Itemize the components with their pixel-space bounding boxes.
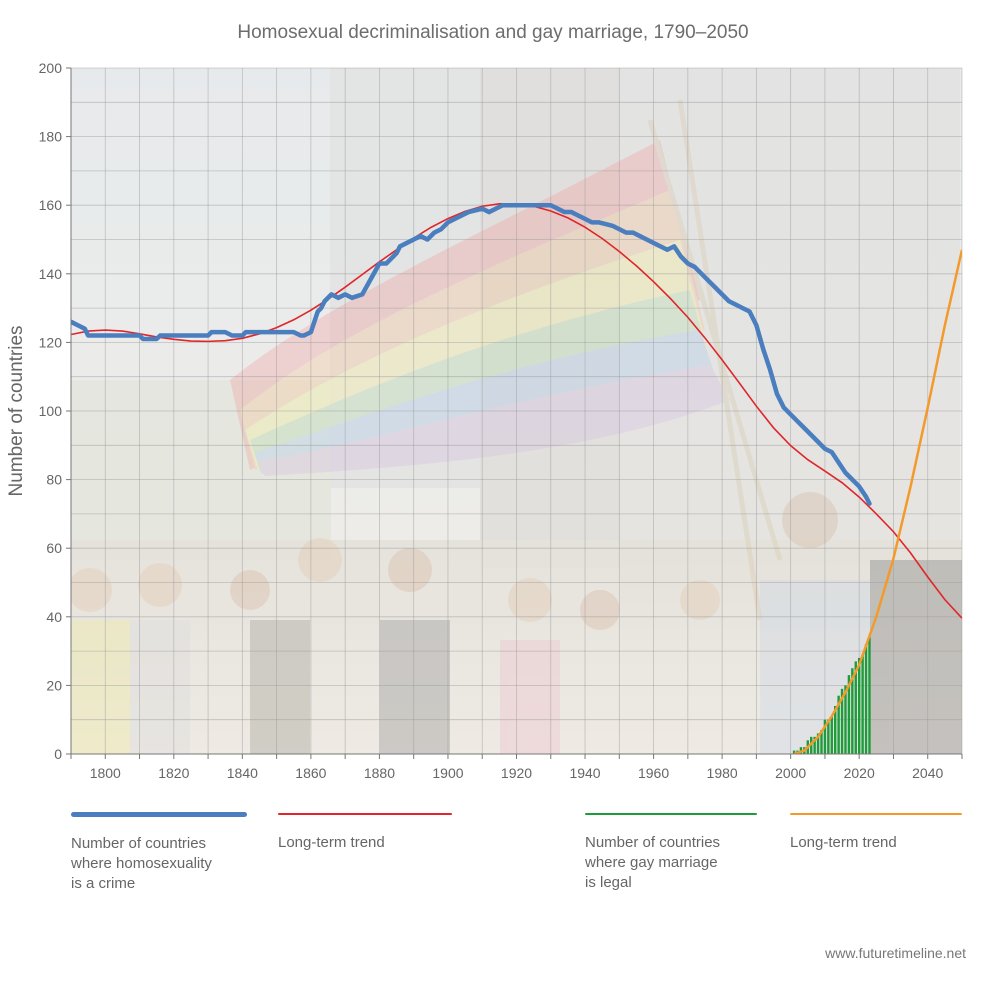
x-tick-label: 1920 [501, 765, 532, 781]
x-tick-label: 2020 [844, 765, 875, 781]
legend-item-crime-trend: Long-term trend [278, 812, 452, 853]
x-tick-label: 1840 [227, 765, 258, 781]
y-tick-label: 140 [39, 266, 63, 282]
y-tick-label: 180 [39, 129, 63, 145]
x-tick-label: 1900 [432, 765, 463, 781]
crime-series-line [71, 202, 872, 506]
legend-label-marriage: Number of countries where gay marriage i… [585, 834, 721, 891]
marriage-bars [792, 637, 871, 754]
marriage-bar [827, 719, 830, 754]
legend-swatch-marriage-trend [790, 813, 962, 815]
x-tick-label: 1820 [158, 765, 189, 781]
marriage-bar [868, 637, 871, 754]
grid [70, 67, 963, 755]
legend-item-marriage: Number of countries where gay marriage i… [585, 812, 757, 893]
x-tick-label: 1880 [364, 765, 395, 781]
y-tick-label: 20 [46, 677, 62, 693]
y-tick-label: 160 [39, 197, 63, 213]
y-tick-label: 60 [46, 540, 62, 556]
legend-label-crime: Number of countries where homosexuality … [71, 835, 212, 892]
y-tick-label: 100 [39, 403, 63, 419]
marriage-trend-line [793, 249, 962, 754]
y-tick-label: 40 [46, 609, 62, 625]
y-tick-label: 0 [54, 746, 62, 762]
marriage-bar [820, 729, 823, 754]
marriage-bar [823, 719, 827, 754]
marriage-bar [792, 750, 796, 754]
x-tick-label: 1980 [707, 765, 738, 781]
legend-item-marriage-trend: Long-term trend [790, 812, 962, 853]
marriage-bar [837, 695, 840, 754]
legend-swatch-crime [71, 812, 247, 817]
series-lines [71, 202, 962, 754]
legend-label-marriage-trend: Long-term trend [790, 834, 897, 851]
marriage-bar [861, 654, 864, 754]
legend-swatch-crime-trend [278, 813, 452, 815]
marriage-bar [834, 705, 837, 754]
x-tick-label: 1940 [569, 765, 600, 781]
y-tick-label: 120 [39, 334, 63, 350]
legend-item-crime: Number of countries where homosexuality … [71, 812, 247, 894]
marriage-bar [851, 668, 854, 754]
y-axis-label: Number of countries [6, 325, 27, 496]
x-tick-label: 1960 [638, 765, 669, 781]
source-credit: www.futuretimeline.net [825, 945, 966, 961]
legend-label-crime-trend: Long-term trend [278, 834, 385, 851]
x-tick-label: 1800 [90, 765, 121, 781]
marriage-bar [816, 733, 820, 754]
marriage-bar [854, 661, 857, 754]
legend-swatch-marriage [585, 813, 757, 815]
marriage-bar [840, 688, 844, 754]
marriage-bar [844, 685, 847, 754]
y-tick-label: 200 [39, 60, 63, 76]
marriage-bar [864, 644, 868, 754]
marriage-bar [847, 675, 851, 754]
y-tick-label: 80 [46, 472, 62, 488]
marriage-bar [830, 716, 833, 754]
x-tick-label: 1860 [295, 765, 326, 781]
x-tick-label: 2000 [775, 765, 806, 781]
chart-title: Homosexual decriminalisation and gay mar… [237, 22, 749, 43]
marriage-bar [813, 736, 816, 754]
x-tick-label: 2040 [912, 765, 943, 781]
marriage-bar [857, 657, 861, 754]
